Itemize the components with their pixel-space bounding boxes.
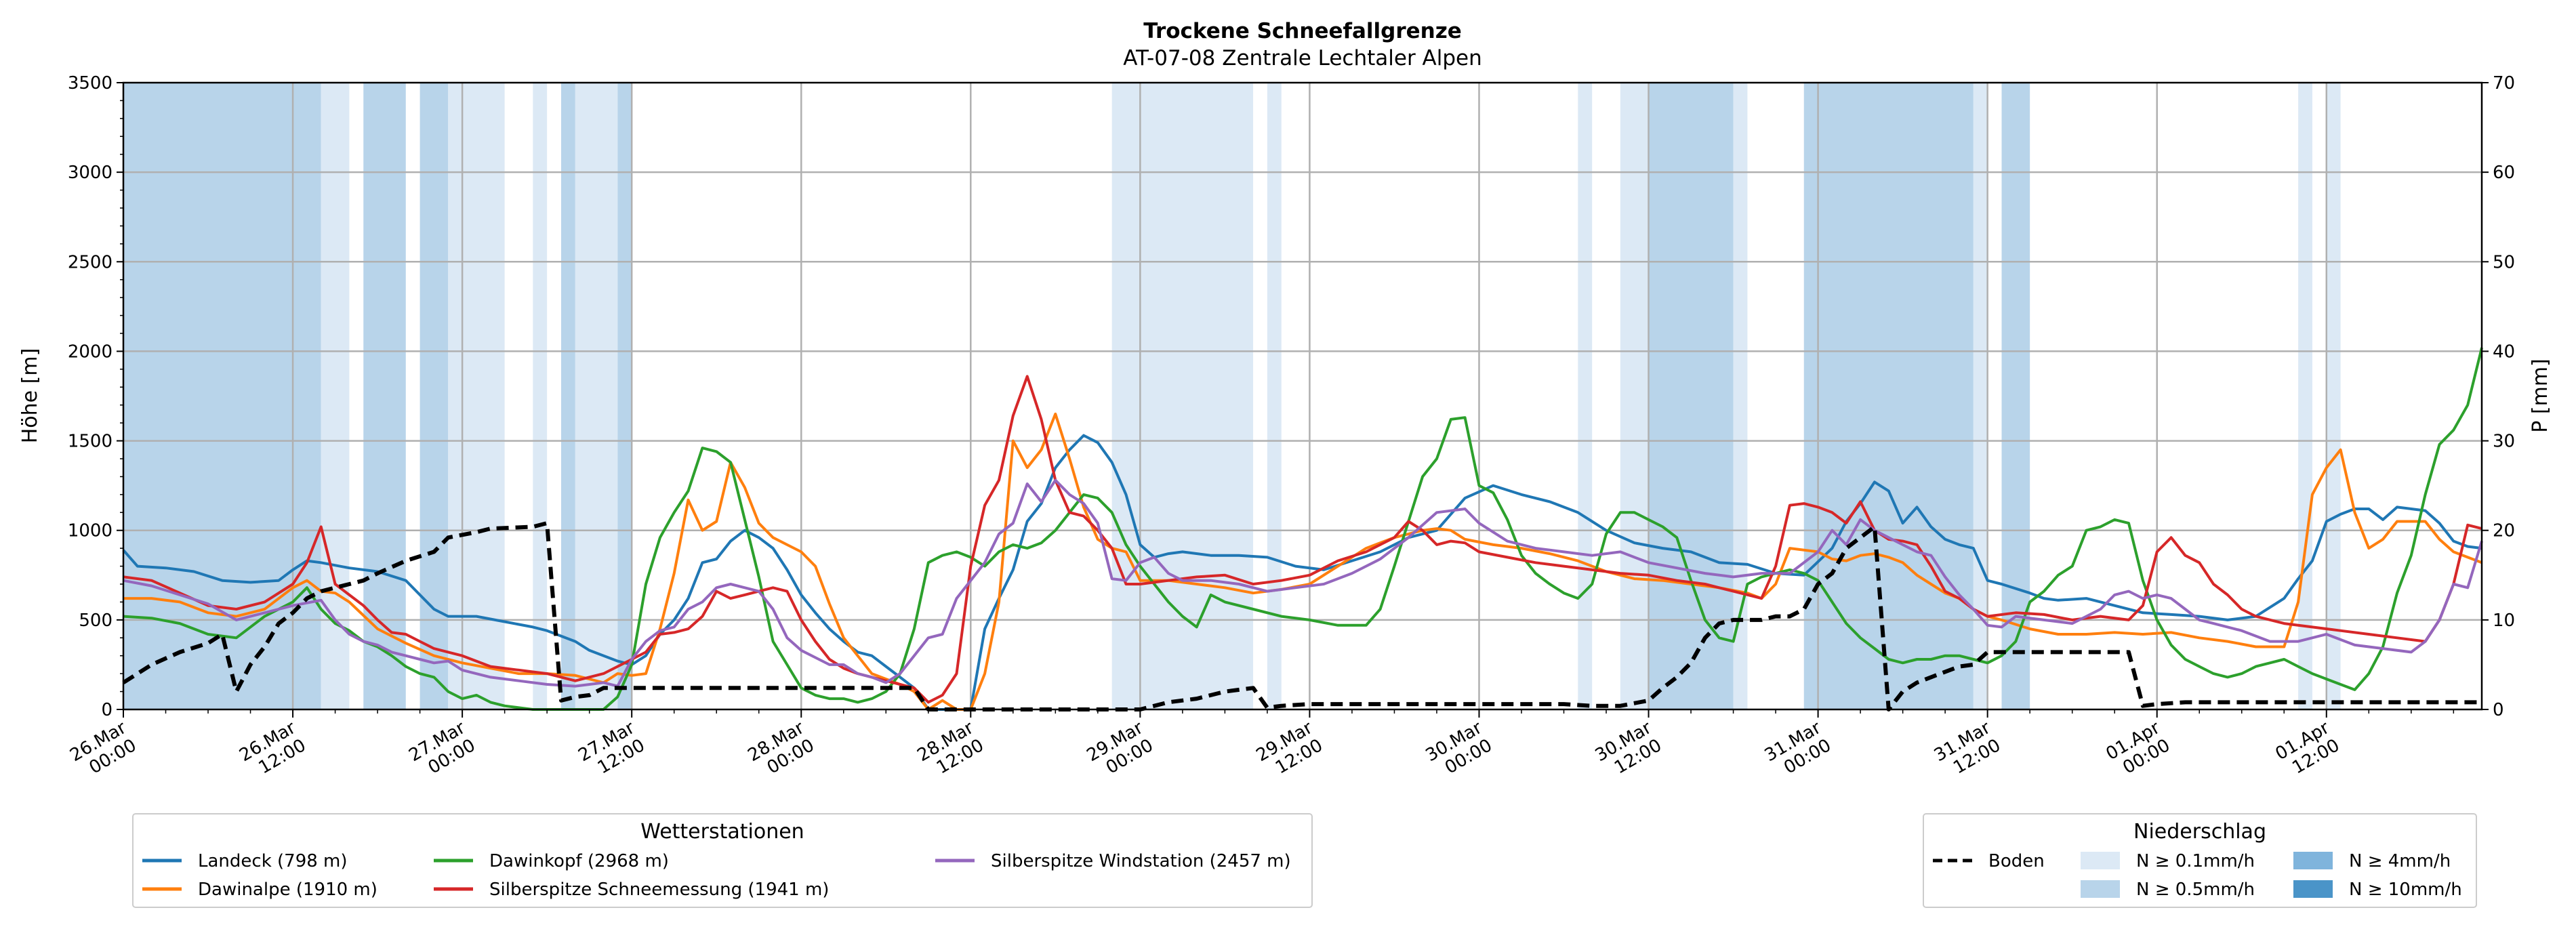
precip-band-12 — [1620, 83, 1649, 709]
chart-title: Trockene Schneefallgrenze — [1143, 19, 1462, 43]
y-axis-title: Höhe [m] — [18, 348, 42, 444]
grid-lines — [123, 83, 2482, 709]
legend-precip-swatch-2 — [2293, 852, 2333, 869]
legend-precip-title: Niederschlag — [2133, 820, 2266, 844]
precip-band-15 — [1803, 83, 1974, 709]
precip-band-17 — [2001, 83, 2030, 709]
legend-precip-box — [1923, 813, 2477, 908]
y2-tick-label-3: 30 — [2493, 432, 2515, 452]
legend-precip-label-1: N ≥ 0.5mm/h — [2136, 880, 2255, 900]
y2-tick-label-7: 70 — [2493, 73, 2515, 94]
precip-band-5 — [533, 83, 548, 709]
legend-precip-swatch-0 — [2081, 852, 2120, 869]
legend-station-label-2: Dawinkopf (2968 m) — [489, 851, 669, 871]
y-tick-label-5: 2500 — [68, 252, 113, 272]
y-tick-label-7: 3500 — [68, 73, 113, 94]
y-tick-label-0: 0 — [101, 700, 113, 720]
precip-band-11 — [1578, 83, 1593, 709]
precip-band-13 — [1648, 83, 1734, 709]
legend-precip: Niederschlag Boden N ≥ 0.1mm/h N ≥ 0.5mm/… — [1923, 813, 2477, 908]
precip-band-18 — [2298, 83, 2312, 709]
legend-stations-box — [132, 813, 1313, 908]
legend-precip-levels: N ≥ 0.1mm/h N ≥ 0.5mm/h N ≥ 4mm/h N ≥ 10mm/… — [2081, 851, 2462, 900]
precip-band-1 — [321, 83, 350, 709]
precip-band-4 — [448, 83, 505, 709]
precip-band-10 — [1267, 83, 1282, 709]
legend-precip-label-2: N ≥ 4mm/h — [2349, 851, 2451, 871]
y-tick-label-3: 1500 — [68, 432, 113, 452]
legend-stations: Wetterstationen Landeck (798 m) Dawinalpe… — [132, 813, 1313, 908]
precipitation-bands — [123, 83, 2341, 709]
y2-tick-label-5: 50 — [2493, 252, 2515, 272]
y-tick-label-6: 3000 — [68, 163, 113, 183]
precip-band-7 — [575, 83, 618, 709]
precip-band-9 — [1111, 83, 1254, 709]
precip-band-14 — [1733, 83, 1748, 709]
legend-precip-label-3: N ≥ 10mm/h — [2349, 880, 2462, 900]
legend-stations-entries: Landeck (798 m) Dawinalpe (1910 m) Dawinko… — [142, 851, 1291, 900]
y2-axis-title: P [mm] — [2529, 358, 2552, 432]
precip-band-16 — [1973, 83, 1988, 709]
series-line-3 — [123, 375, 2482, 704]
legend-boden-label: Boden — [1988, 851, 2045, 871]
legend-station-label-4: Silberspitze Windstation (2457 m) — [991, 851, 1291, 871]
legend-station-label-3: Silberspitze Schneemessung (1941 m) — [489, 880, 829, 900]
precip-band-19 — [2326, 83, 2341, 709]
series-line-5 — [122, 521, 2482, 711]
y2-tick-label-1: 10 — [2493, 611, 2515, 631]
y2-tick-label-2: 20 — [2493, 521, 2515, 541]
precip-band-3 — [420, 83, 449, 709]
y2-tick-label-6: 60 — [2493, 163, 2515, 183]
y2-tick-label-0: 0 — [2493, 700, 2504, 720]
y2-tick-label-4: 40 — [2493, 342, 2515, 362]
plot-frame — [122, 81, 2483, 711]
chart-subtitle: AT-07-08 Zentrale Lechtaler Alpen — [1123, 46, 1482, 70]
legend-station-label-1: Dawinalpe (1910 m) — [198, 880, 377, 900]
legend-precip-label-0: N ≥ 0.1mm/h — [2136, 851, 2255, 871]
legend-stations-title: Wetterstationen — [640, 820, 804, 844]
y-tick-label-4: 2000 — [68, 342, 113, 362]
precip-band-6 — [560, 83, 575, 709]
precip-band-2 — [363, 83, 406, 709]
chart-title-block: Trockene Schneefallgrenze AT-07-08 Zentr… — [1123, 19, 1482, 70]
precip-band-8 — [617, 83, 632, 709]
series-line-1 — [123, 412, 2482, 711]
y-tick-label-2: 1000 — [68, 521, 113, 541]
legend-precip-swatch-1 — [2081, 880, 2120, 898]
legend-precip-swatch-3 — [2293, 880, 2333, 898]
y-tick-label-1: 500 — [79, 611, 113, 631]
legend-station-label-0: Landeck (798 m) — [198, 851, 348, 871]
